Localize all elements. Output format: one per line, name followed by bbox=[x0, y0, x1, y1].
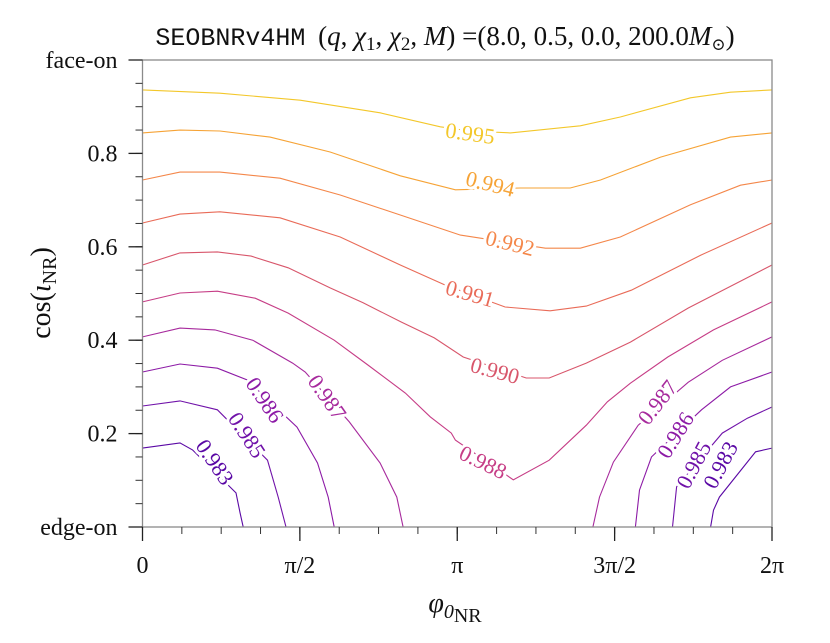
title-p2: , bbox=[341, 21, 355, 51]
x-axis-label: φ0NR bbox=[428, 588, 482, 627]
title-sun-symbol: ⊙ bbox=[711, 35, 725, 54]
x-label-subNR: NR bbox=[454, 605, 482, 627]
contour-label-0.988: 0.988 bbox=[455, 440, 510, 484]
contour-line-0.986 bbox=[142, 363, 335, 528]
x-tick-label: 3π/2 bbox=[593, 553, 636, 579]
title-p8: , bbox=[410, 21, 424, 51]
contour-label-0.990: 0.990 bbox=[468, 352, 522, 389]
contour-line-0.991 bbox=[142, 211, 773, 312]
y-label-pre: cos( bbox=[26, 292, 57, 339]
contour-line-0.985 bbox=[671, 406, 773, 528]
y-tick-label: 0.4 bbox=[88, 328, 118, 354]
contour-line-0.986 bbox=[634, 371, 773, 528]
y-tick-label: face-on bbox=[46, 48, 118, 74]
y-label-post: ) bbox=[26, 247, 57, 256]
title-M: M bbox=[423, 21, 448, 51]
contour-label-0.995: 0.995 bbox=[444, 117, 496, 149]
contour-line-0.994 bbox=[142, 129, 773, 191]
chart-title: SEOBNRv4HM (q, χ1, χ2, M) =(8.0, 0.5, 0.… bbox=[155, 21, 734, 55]
y-tick-label: 0.2 bbox=[88, 422, 118, 448]
y-label-symbol: ι bbox=[26, 284, 57, 292]
title-chi1-sub: 1 bbox=[366, 34, 376, 55]
title-p5: , bbox=[376, 21, 390, 51]
x-tick-label: π bbox=[451, 553, 463, 579]
title-Msun: M bbox=[688, 21, 713, 51]
contour-line-0.987 bbox=[142, 327, 404, 528]
y-label-sub: NR bbox=[39, 256, 61, 284]
contour-label-0.991: 0.991 bbox=[443, 275, 497, 313]
contour-lines bbox=[142, 89, 773, 528]
contour-line-0.992 bbox=[142, 171, 773, 249]
title-chi2: χ bbox=[386, 21, 402, 51]
contour-label-0.994: 0.994 bbox=[463, 166, 517, 202]
axis-ticks bbox=[128, 59, 773, 541]
contour-line-0.983 bbox=[710, 447, 773, 528]
x-label-sub0: 0 bbox=[444, 601, 454, 623]
contour-line-0.987 bbox=[592, 336, 773, 528]
x-tick-label: 0 bbox=[137, 553, 149, 579]
contour-line-0.995 bbox=[142, 89, 773, 134]
title-q: q bbox=[327, 21, 341, 51]
title-p0: ( bbox=[318, 21, 327, 51]
title-model: SEOBNRv4HM bbox=[155, 24, 305, 53]
title-chi2-sub: 2 bbox=[401, 34, 411, 55]
contour-label-0.992: 0.992 bbox=[483, 225, 537, 261]
tick-labels: 0 π/2 π 3π/2 2π edge-on 0.2 0.4 0.6 0.8 face-on bbox=[40, 48, 784, 579]
x-tick-label: π/2 bbox=[284, 553, 315, 579]
y-tick-label: 0.6 bbox=[88, 235, 118, 261]
contour-line-0.983 bbox=[142, 442, 244, 528]
title-close: ) bbox=[726, 21, 735, 51]
x-label-symbol: φ bbox=[428, 588, 444, 619]
y-axis-label: cos(ιNR) bbox=[26, 247, 61, 339]
y-tick-label: edge-on bbox=[40, 515, 117, 541]
title-values: ) =(8.0, 0.5, 0.0, 200.0 bbox=[446, 21, 688, 51]
x-tick-label: 2π bbox=[760, 553, 784, 579]
y-tick-label: 0.8 bbox=[88, 141, 118, 167]
contour-line-0.985 bbox=[142, 400, 287, 528]
title-chi1: χ bbox=[351, 21, 367, 51]
contour-label-0.983: 0.983 bbox=[191, 435, 239, 490]
contour-line-0.988 bbox=[142, 290, 773, 481]
contour-line-0.990 bbox=[142, 251, 773, 379]
